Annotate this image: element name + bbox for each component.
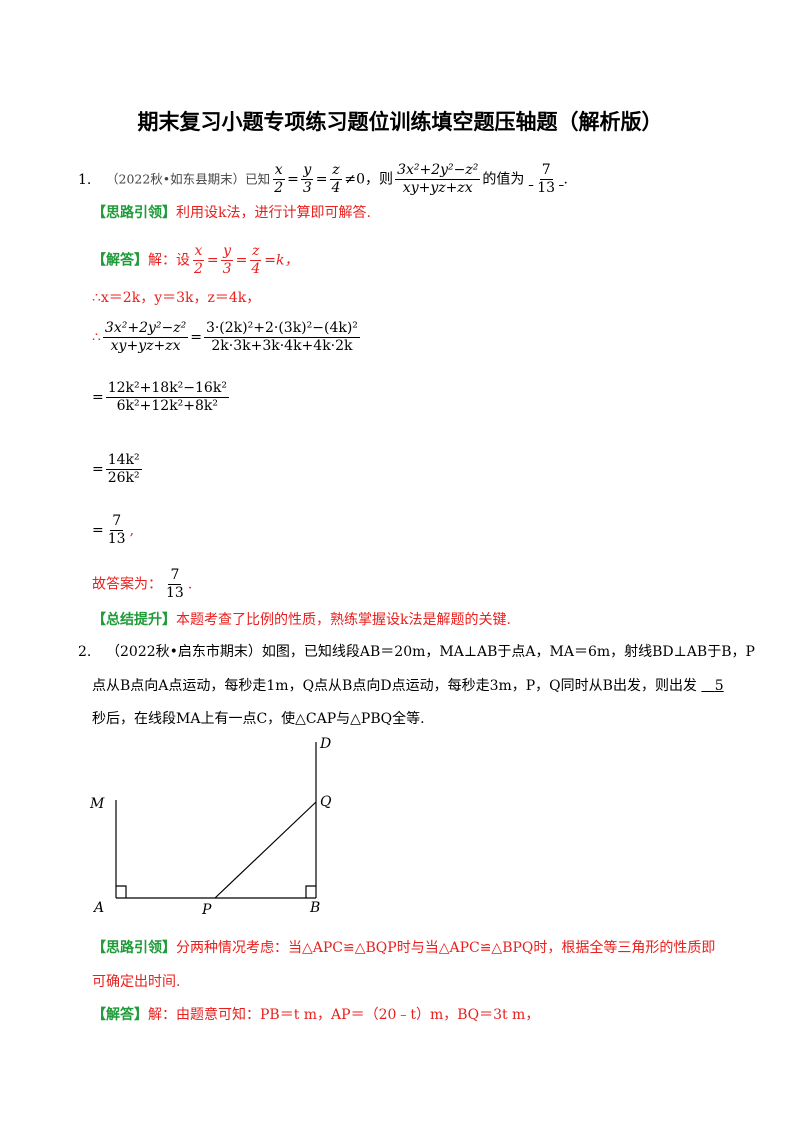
label-p: P: [201, 902, 212, 918]
answer-fraction: 7 13: [537, 162, 556, 196]
solution-step-1: ∴x＝2k，y＝3k，z＝4k，: [92, 290, 261, 306]
question-number: 1.: [78, 171, 92, 188]
question-2: 2. （2022秋•启东市期末）如图，已知线段AB＝20m，MA⊥AB于点A，MA…: [78, 644, 755, 660]
hint-2-line-2: 可确定出时间.: [92, 974, 181, 990]
answer-2: 5: [714, 678, 724, 694]
expression-fraction: 3x²+2y²−z² xy+yz+zx: [395, 162, 481, 196]
solution-step-2: ∴ 3x²+2y²−z² xy+yz+zx = 3·(2k)²+2·(3k)²−(4k)…: [92, 320, 360, 354]
answer-1: 故答案为： 7 13.: [92, 567, 193, 601]
solution-1: 【解答】解：设 x 2 = y 3 = z 4 =k，: [92, 243, 299, 277]
label-d: D: [319, 736, 331, 752]
label-m: M: [89, 796, 105, 812]
question-2-line-2: 点从B点向A点运动，每秒走1m，Q点从B点向D点运动，每秒走3m，P，Q同时从B…: [92, 678, 724, 694]
label-b: B: [309, 900, 320, 916]
question-2-line-3: 秒后，在线段MA上有一点C，使△CAP与△PBQ全等.: [92, 711, 425, 727]
hint-2: 【思路引领】分两种情况考虑：当△APC≌△BQP时与当△APC≌△BPQ时，根据…: [92, 940, 716, 956]
summary-1: 【总结提升】本题考查了比例的性质，熟练掌握设k法是解题的关键.: [92, 612, 511, 628]
hint-1: 【思路引领】利用设k法，进行计算即可解答.: [92, 205, 371, 221]
solution-step-3: = 12k²+18k²−16k² 6k²+12k²+8k²: [92, 380, 229, 414]
right-angle-b: [305, 885, 316, 898]
question-source: （2022秋•如东县期末）已知: [106, 171, 271, 187]
solution-2: 【解答】解：由题意可知：PB＝t m，AP＝（20﹣t）m，BQ＝3t m，: [92, 1007, 540, 1023]
label-q: Q: [320, 794, 332, 810]
geometry-figure: M A P B Q D: [89, 736, 332, 918]
right-angle-a: [116, 885, 127, 898]
solution-step-4: = 14k² 26k²: [92, 452, 142, 486]
segment-pq: [214, 801, 317, 899]
page-title: 期末复习小题专项练习题位训练填空题压轴题（解析版）: [137, 110, 663, 134]
solution-step-5: = 7 13,: [92, 513, 135, 547]
label-a: A: [92, 900, 104, 916]
question-1: 1. （2022秋•如东县期末）已知 x 2 = y 3 = z 4 ≠0，则 3x²+2y²−z² x…: [78, 162, 568, 196]
